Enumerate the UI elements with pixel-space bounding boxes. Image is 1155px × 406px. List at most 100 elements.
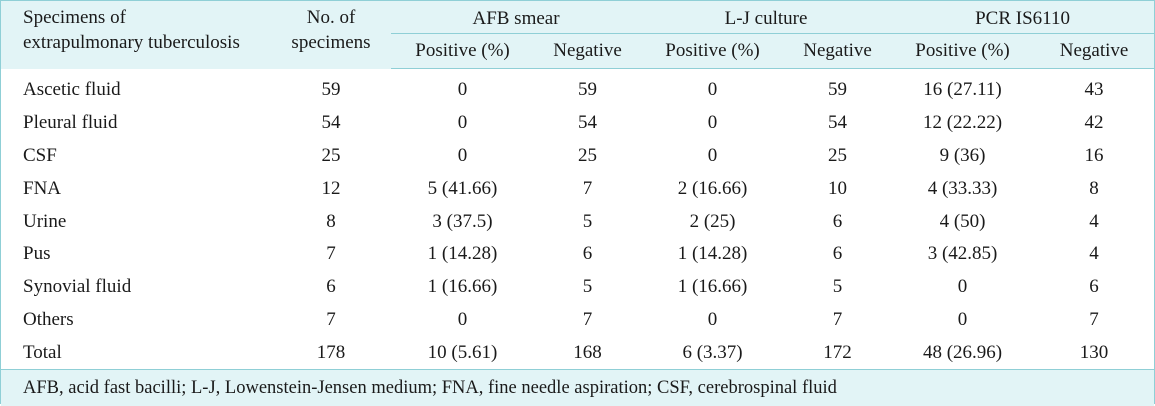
afb-negative-cell: 7 xyxy=(534,172,642,206)
count-cell: 7 xyxy=(271,303,391,337)
afb-positive-cell: 5 (41.66) xyxy=(391,172,534,206)
table-row: FNA 12 5 (41.66) 7 2 (16.66) 10 4 (33.33… xyxy=(1,172,1155,206)
table-body: Ascetic fluid 59 0 59 0 59 16 (27.11) 43… xyxy=(1,68,1155,370)
pcr-positive-header: Positive (%) xyxy=(891,33,1035,69)
afb-positive-cell: 1 (16.66) xyxy=(391,270,534,304)
count-header-line2: specimens xyxy=(291,32,371,53)
pcr-negative-cell: 7 xyxy=(1034,303,1155,337)
afb-positive-cell: 0 xyxy=(391,106,534,140)
specimen-cell: FNA xyxy=(1,172,271,206)
lj-negative-cell: 25 xyxy=(784,139,892,173)
table-footnote: AFB, acid fast bacilli; L-J, Lowenstein-… xyxy=(1,369,1154,406)
pcr-positive-cell: 16 (27.11) xyxy=(891,68,1035,107)
lj-positive-cell: 0 xyxy=(641,68,785,107)
lj-positive-cell: 0 xyxy=(641,139,785,173)
pcr-positive-cell: 0 xyxy=(891,270,1035,304)
lj-positive-cell: 0 xyxy=(641,106,785,140)
pcr-negative-cell: 16 xyxy=(1034,139,1155,173)
count-cell: 59 xyxy=(271,68,391,107)
specimen-cell: Synovial fluid xyxy=(1,270,271,304)
table-row-total: Total 178 10 (5.61) 168 6 (3.37) 172 48 … xyxy=(1,336,1155,370)
pcr-negative-cell: 8 xyxy=(1034,172,1155,206)
count-cell: 25 xyxy=(271,139,391,173)
afb-negative-cell: 6 xyxy=(534,237,642,271)
lj-negative-cell: 6 xyxy=(784,205,892,238)
afb-negative-header: Negative xyxy=(534,33,642,69)
lj-negative-cell: 172 xyxy=(784,336,892,370)
count-header-line1: No. of xyxy=(306,7,356,28)
pcr-negative-cell: 130 xyxy=(1034,336,1155,370)
lj-positive-header: Positive (%) xyxy=(641,33,785,69)
pcr-negative-cell: 42 xyxy=(1034,106,1155,140)
lj-negative-cell: 54 xyxy=(784,106,892,140)
pcr-negative-cell: 4 xyxy=(1034,237,1155,271)
afb-negative-cell: 25 xyxy=(534,139,642,173)
lj-negative-cell: 10 xyxy=(784,172,892,206)
count-column-header: No. of specimens xyxy=(271,1,391,69)
afb-negative-cell: 168 xyxy=(534,336,642,370)
pcr-positive-cell: 4 (33.33) xyxy=(891,172,1035,206)
lj-positive-cell: 6 (3.37) xyxy=(641,336,785,370)
table-row: Urine 8 3 (37.5) 5 2 (25) 6 4 (50) 4 xyxy=(1,205,1155,238)
afb-positive-cell: 3 (37.5) xyxy=(391,205,534,238)
count-cell: 12 xyxy=(271,172,391,206)
afb-positive-cell: 1 (14.28) xyxy=(391,237,534,271)
specimen-cell: Total xyxy=(1,336,271,370)
afb-smear-group-header: AFB smear xyxy=(391,1,642,34)
lj-negative-cell: 6 xyxy=(784,237,892,271)
pcr-positive-cell: 9 (36) xyxy=(891,139,1035,173)
pcr-negative-cell: 6 xyxy=(1034,270,1155,304)
lj-negative-header: Negative xyxy=(784,33,892,69)
specimen-cell: Pus xyxy=(1,237,271,271)
count-cell: 54 xyxy=(271,106,391,140)
count-cell: 6 xyxy=(271,270,391,304)
lj-negative-cell: 7 xyxy=(784,303,892,337)
table-row: Ascetic fluid 59 0 59 0 59 16 (27.11) 43 xyxy=(1,68,1155,107)
pcr-positive-cell: 4 (50) xyxy=(891,205,1035,238)
table-row: CSF 25 0 25 0 25 9 (36) 16 xyxy=(1,139,1155,173)
pcr-positive-cell: 48 (26.96) xyxy=(891,336,1035,370)
afb-negative-cell: 59 xyxy=(534,68,642,107)
afb-positive-cell: 0 xyxy=(391,68,534,107)
table-row: Pleural fluid 54 0 54 0 54 12 (22.22) 42 xyxy=(1,106,1155,140)
specimen-cell: CSF xyxy=(1,139,271,173)
count-cell: 7 xyxy=(271,237,391,271)
lj-positive-cell: 2 (16.66) xyxy=(641,172,785,206)
lj-positive-cell: 0 xyxy=(641,303,785,337)
pcr-negative-cell: 4 xyxy=(1034,205,1155,238)
table-row: Pus 7 1 (14.28) 6 1 (14.28) 6 3 (42.85) … xyxy=(1,237,1155,271)
specimen-header-line1: Specimens of xyxy=(23,7,126,28)
specimen-column-header: Specimens of extrapulmonary tuberculosis xyxy=(1,1,271,69)
afb-negative-cell: 5 xyxy=(534,205,642,238)
specimen-cell: Others xyxy=(1,303,271,337)
afb-positive-cell: 0 xyxy=(391,139,534,173)
lj-negative-cell: 5 xyxy=(784,270,892,304)
specimen-cell: Pleural fluid xyxy=(1,106,271,140)
specimen-cell: Urine xyxy=(1,205,271,238)
pcr-positive-cell: 12 (22.22) xyxy=(891,106,1035,140)
table-row: Others 7 0 7 0 7 0 7 xyxy=(1,303,1155,337)
afb-positive-cell: 0 xyxy=(391,303,534,337)
results-table: Specimens of extrapulmonary tuberculosis… xyxy=(1,1,1155,370)
pcr-negative-cell: 43 xyxy=(1034,68,1155,107)
afb-negative-cell: 7 xyxy=(534,303,642,337)
afb-negative-cell: 54 xyxy=(534,106,642,140)
table-header: Specimens of extrapulmonary tuberculosis… xyxy=(1,1,1155,69)
lj-culture-group-header: L-J culture xyxy=(641,1,892,34)
pcr-group-header: PCR IS6110 xyxy=(891,1,1155,34)
lj-positive-cell: 2 (25) xyxy=(641,205,785,238)
lj-negative-cell: 59 xyxy=(784,68,892,107)
afb-negative-cell: 5 xyxy=(534,270,642,304)
afb-positive-cell: 10 (5.61) xyxy=(391,336,534,370)
specimen-cell: Ascetic fluid xyxy=(1,68,271,107)
specimen-header-line2: extrapulmonary tuberculosis xyxy=(23,32,240,53)
lj-positive-cell: 1 (14.28) xyxy=(641,237,785,271)
lj-positive-cell: 1 (16.66) xyxy=(641,270,785,304)
pcr-positive-cell: 3 (42.85) xyxy=(891,237,1035,271)
count-cell: 8 xyxy=(271,205,391,238)
table-row: Synovial fluid 6 1 (16.66) 5 1 (16.66) 5… xyxy=(1,270,1155,304)
afb-positive-header: Positive (%) xyxy=(391,33,534,69)
pcr-negative-header: Negative xyxy=(1034,33,1155,69)
pcr-positive-cell: 0 xyxy=(891,303,1035,337)
